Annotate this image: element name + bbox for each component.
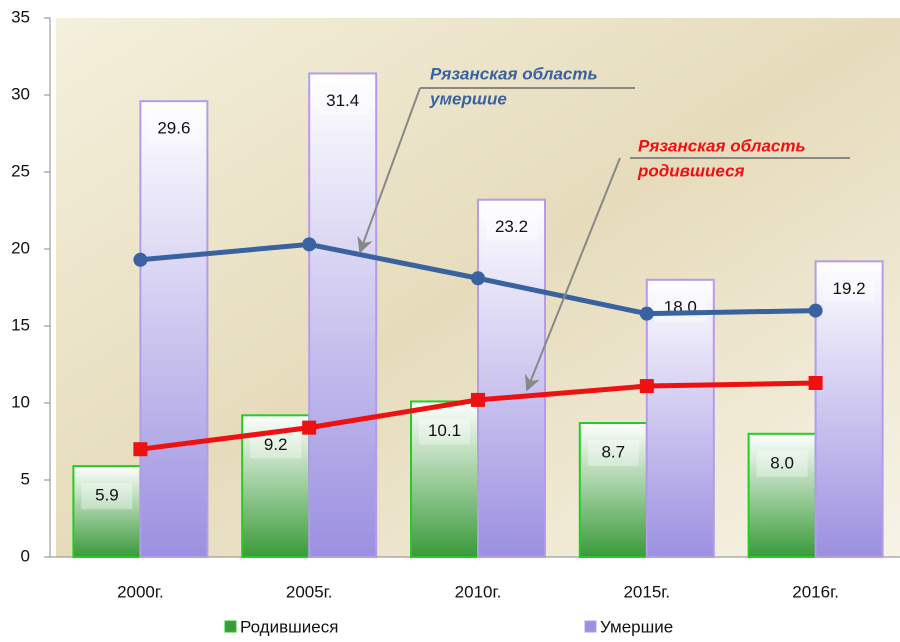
annotation-arrow	[357, 87, 421, 254]
marker	[639, 306, 654, 321]
bar	[645, 278, 715, 558]
y-tick-label: 30	[11, 84, 30, 103]
y-tick-label: 20	[11, 238, 30, 257]
bar	[578, 422, 648, 558]
x-tick-label: 2016г.	[792, 582, 839, 601]
marker	[808, 375, 823, 390]
value-label-box	[486, 214, 537, 241]
bar	[139, 100, 209, 558]
annotation: Рязанская область	[638, 136, 806, 155]
marker	[808, 303, 823, 318]
marker	[302, 420, 317, 435]
legend-swatch	[224, 620, 237, 633]
y-tick-label: 5	[21, 469, 30, 488]
x-tick-label: 2000г.	[117, 582, 164, 601]
value-label: 19.2	[833, 279, 866, 298]
legend-swatch	[584, 620, 597, 633]
value-label-box	[148, 116, 200, 143]
marker	[302, 237, 317, 252]
y-tick-label: 10	[11, 392, 30, 411]
value-label-box	[317, 88, 369, 115]
y-tick-label: 15	[11, 315, 30, 334]
marker	[639, 379, 654, 394]
value-label: 5.9	[95, 486, 119, 505]
marker	[133, 442, 148, 457]
x-tick-label: 2005г.	[286, 582, 333, 601]
value-label: 9.2	[264, 435, 288, 454]
y-tick-label: 0	[21, 546, 30, 565]
marker	[133, 252, 148, 267]
value-label: 29.6	[157, 119, 190, 138]
value-label: 8.7	[601, 443, 625, 462]
annotation: родившиеся	[637, 161, 745, 180]
value-label: 8.0	[770, 453, 794, 472]
legend-label: Умершие	[600, 617, 673, 636]
value-label-box	[81, 483, 133, 510]
value-label-box	[587, 440, 639, 467]
value-label-box	[250, 432, 302, 459]
value-label-box	[756, 450, 808, 477]
bar	[814, 260, 884, 558]
x-tick-label: 2015г.	[623, 582, 670, 601]
value-label-box	[419, 418, 470, 445]
bar	[477, 198, 546, 558]
x-tick-label: 2010г.	[455, 582, 502, 601]
bar	[747, 432, 817, 558]
bar	[308, 72, 378, 558]
value-label: 10.1	[428, 421, 461, 440]
value-label-box	[654, 294, 706, 321]
bar	[241, 414, 311, 558]
y-tick-label: 35	[11, 7, 30, 26]
y-tick-label: 25	[11, 161, 30, 180]
value-label: 23.2	[495, 217, 528, 236]
annotation-arrow	[524, 157, 621, 392]
annotation: умершие	[429, 89, 507, 108]
marker	[471, 392, 485, 407]
bar	[410, 400, 479, 558]
legend-label: Родившиеся	[240, 617, 338, 636]
annotation: Рязанская область	[430, 64, 598, 83]
bar	[72, 465, 142, 559]
value-label: 31.4	[326, 91, 359, 110]
value-label-box	[823, 276, 875, 303]
marker	[471, 271, 485, 286]
